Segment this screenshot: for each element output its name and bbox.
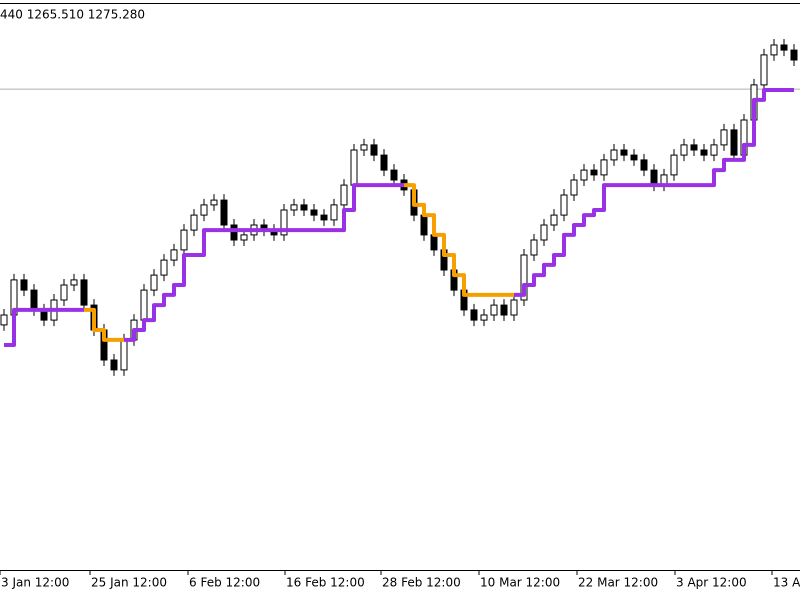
candle-body [80, 279, 88, 306]
x-tick-label: 3 Apr 12:00 [676, 576, 747, 590]
candle-body [140, 289, 148, 321]
candle-body [370, 144, 378, 156]
candle-body [320, 214, 328, 221]
indicator-line [124, 183, 404, 342]
candle-body [770, 44, 778, 56]
candle-body [390, 169, 398, 181]
candle-body [540, 224, 548, 241]
candle-body [230, 224, 238, 241]
candle-body [0, 314, 8, 326]
candle-body [180, 229, 188, 251]
candle-body [510, 299, 518, 316]
candle-body [720, 129, 728, 146]
x-tick-label: 13 A [773, 576, 800, 590]
candle-body [580, 169, 588, 181]
candle-body [330, 204, 338, 221]
candle-body [150, 274, 158, 291]
candle-body [110, 359, 118, 371]
candle-body [780, 44, 788, 51]
x-tick-label: 10 Mar 12:00 [480, 576, 560, 590]
candle-body [490, 304, 498, 316]
candle-body [240, 234, 248, 241]
candle-body [790, 49, 798, 61]
indicator-line [514, 88, 794, 297]
candle-body [670, 154, 678, 176]
candle-body [420, 214, 428, 236]
x-tick-label: 16 Feb 12:00 [286, 576, 365, 590]
candle-body [650, 169, 658, 186]
candle-body [610, 149, 618, 161]
candle-body [590, 169, 598, 176]
candle-body [170, 249, 178, 261]
ohlc-header: 440 1265.510 1275.280 [0, 8, 145, 22]
candle-body [160, 259, 168, 276]
candle-body [550, 214, 558, 226]
candle-body [20, 279, 28, 291]
candle-body [730, 129, 738, 156]
x-tick-label: 25 Jan 12:00 [91, 576, 167, 590]
indicator-line [84, 307, 124, 342]
candle-body [690, 144, 698, 151]
candle-body [70, 279, 78, 286]
x-tick-label: 28 Feb 12:00 [382, 576, 461, 590]
candle-body [350, 149, 358, 186]
candle-body [640, 159, 648, 171]
candle-body [570, 179, 578, 196]
candle-body [470, 309, 478, 321]
indicator-line [4, 307, 84, 347]
candle-body [30, 289, 38, 311]
candle-body [360, 144, 368, 151]
candle-body [210, 199, 218, 206]
candle-body [290, 204, 298, 211]
candle-body [680, 144, 688, 156]
candle-body [310, 209, 318, 216]
candle-body [60, 284, 68, 301]
candle-body [190, 214, 198, 231]
candle-body [340, 184, 348, 206]
candle-body [520, 254, 528, 301]
x-tick-label: 3 Jan 12:00 [1, 576, 69, 590]
x-tick-label: 22 Mar 12:00 [578, 576, 658, 590]
candle-body [620, 149, 628, 156]
candle-body [700, 149, 708, 156]
candle-body [300, 204, 308, 211]
candle-body [220, 199, 228, 226]
candle-body [430, 234, 438, 251]
candle-body [120, 339, 128, 371]
candle-body [480, 314, 488, 321]
candle-body [630, 154, 638, 161]
candle-body [380, 154, 388, 171]
candle-body [560, 194, 568, 216]
candle-body [710, 144, 718, 156]
x-tick-label: 6 Feb 12:00 [189, 576, 260, 590]
candle-body [600, 159, 608, 176]
candle-body [760, 54, 768, 86]
candle-body [200, 204, 208, 216]
candle-body [530, 239, 538, 256]
candle-body [280, 209, 288, 236]
indicator-line [404, 183, 514, 297]
candle-body [500, 304, 508, 316]
